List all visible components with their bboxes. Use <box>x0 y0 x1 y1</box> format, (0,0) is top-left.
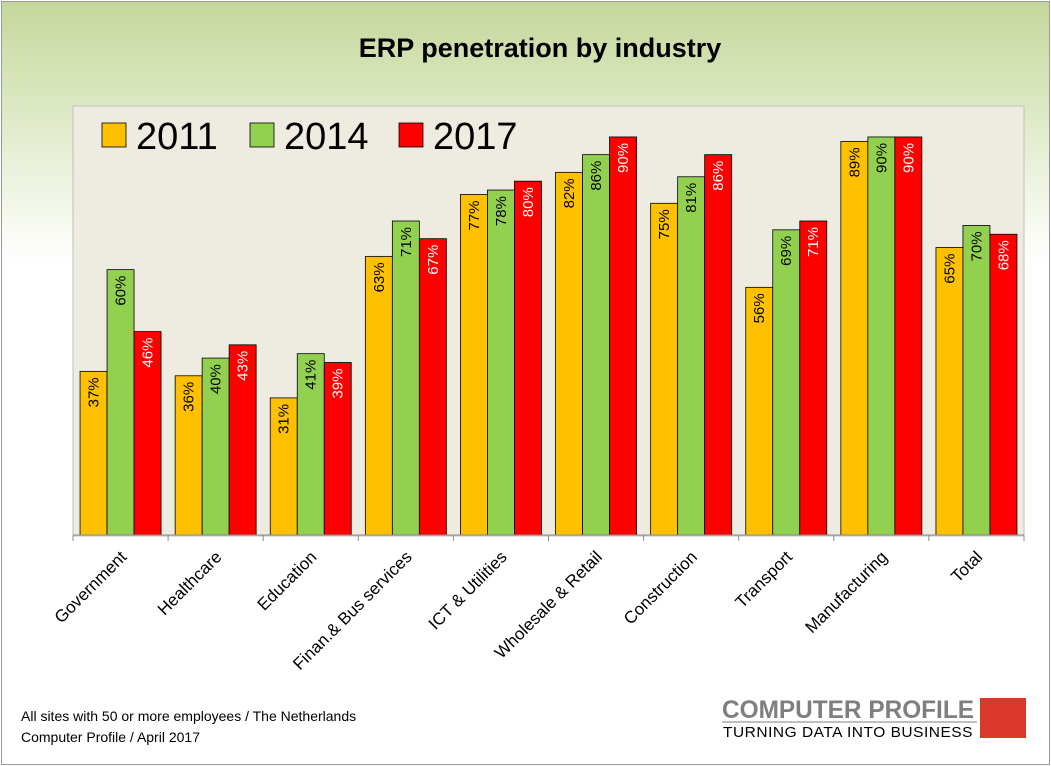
data-label-2017-5: 90% <box>615 143 632 173</box>
data-label-2011-8: 89% <box>846 147 863 177</box>
legend-label-2014: 2014 <box>284 116 369 158</box>
data-label-2014-2: 41% <box>303 360 320 390</box>
category-label-1: Healthcare <box>154 547 226 619</box>
bar-2011-0 <box>79 370 108 536</box>
bar-2014-9 <box>962 225 991 536</box>
data-label-2011-6: 75% <box>656 209 673 239</box>
data-label-2011-3: 63% <box>371 262 388 292</box>
data-label-2017-7: 71% <box>805 227 822 257</box>
bars-layer <box>79 136 1018 536</box>
logo-tagline: TURNING DATA INTO BUSINESS <box>723 724 973 741</box>
x-axis-ticks <box>72 535 1025 541</box>
company-logo: COMPUTER PROFILE TURNING DATA INTO BUSIN… <box>722 696 1026 741</box>
data-label-2011-5: 82% <box>561 178 578 208</box>
source-line-2: Computer Profile / April 2017 <box>21 729 200 745</box>
bar-2017-5 <box>609 136 637 536</box>
bar-2014-1 <box>201 357 230 536</box>
source-line-1: All sites with 50 or more employees / Th… <box>21 708 356 724</box>
category-label-4: ICT & Utilities <box>425 547 511 633</box>
bar-2011-4 <box>460 194 488 536</box>
data-label-2017-3: 67% <box>425 245 442 275</box>
bar-2017-6 <box>704 154 733 536</box>
logo-square <box>980 698 1026 738</box>
category-label-5: Wholesale & Retail <box>491 547 606 662</box>
category-label-6: Construction <box>620 547 701 628</box>
data-label-2014-6: 81% <box>683 183 700 213</box>
category-label-7: Transport <box>732 547 797 612</box>
legend-swatch-2011 <box>101 122 127 148</box>
bar-2017-9 <box>989 233 1018 536</box>
bar-2014-5 <box>582 154 610 536</box>
bar-2014-4 <box>487 189 515 536</box>
legend-label-2017: 2017 <box>433 116 518 158</box>
bar-2017-0 <box>133 331 162 536</box>
bar-2011-2 <box>269 397 298 536</box>
bar-2014-0 <box>106 269 135 536</box>
bar-2011-5 <box>555 171 583 536</box>
data-label-2014-9: 70% <box>968 231 985 261</box>
data-label-2017-0: 46% <box>140 338 157 368</box>
data-label-2017-1: 43% <box>235 351 252 381</box>
data-label-2017-6: 86% <box>710 161 727 191</box>
data-label-2017-8: 90% <box>900 143 917 173</box>
data-label-2014-1: 40% <box>208 364 225 394</box>
legend-label-2011: 2011 <box>136 116 218 158</box>
legend-swatch-2014 <box>249 122 275 148</box>
category-label-8: Manufacturing <box>802 547 892 637</box>
legend-swatch-2017 <box>398 122 424 148</box>
data-label-2017-4: 80% <box>520 187 537 217</box>
bar-2017-8 <box>894 136 923 536</box>
bar-2014-8 <box>867 136 896 536</box>
bar-2017-7 <box>799 220 828 536</box>
bar-2011-8 <box>840 140 869 536</box>
data-label-2014-3: 71% <box>398 227 415 257</box>
data-label-2014-0: 60% <box>113 276 130 306</box>
data-label-2014-8: 90% <box>873 143 890 173</box>
bar-2014-6 <box>677 176 706 536</box>
data-label-2014-7: 69% <box>778 236 795 266</box>
bar-2011-3 <box>364 255 393 536</box>
bar-2014-3 <box>391 220 420 536</box>
bar-2014-7 <box>772 229 801 536</box>
data-label-2011-0: 37% <box>86 377 103 407</box>
data-label-2011-2: 31% <box>276 404 293 434</box>
data-label-2011-9: 65% <box>941 254 958 284</box>
data-label-2011-1: 36% <box>181 382 198 412</box>
category-label-2: Education <box>254 547 321 614</box>
data-label-2011-7: 56% <box>751 293 768 323</box>
bar-2017-3 <box>418 238 447 536</box>
bar-2011-6 <box>650 202 679 536</box>
data-labels-layer: 37% 60% 46% 36% 40% 43% 31% 41% 39% 63% 71% 67% 77% 7… <box>86 143 1013 434</box>
bar-2011-7 <box>745 286 774 536</box>
chart-title: ERP penetration by industry <box>359 33 722 63</box>
data-label-2017-2: 39% <box>330 369 347 399</box>
legend: 2011 2014 2017 <box>101 116 518 158</box>
logo-name: COMPUTER PROFILE <box>722 696 974 724</box>
category-label-0: Government <box>51 547 131 627</box>
bar-2011-9 <box>935 247 964 536</box>
bar-2017-2 <box>323 362 352 536</box>
data-label-2014-4: 78% <box>493 196 510 226</box>
data-label-2014-5: 86% <box>588 161 605 191</box>
data-label-2017-9: 68% <box>995 240 1012 270</box>
category-label-9: Total <box>947 547 986 586</box>
bar-2017-4 <box>514 180 542 536</box>
data-label-2011-4: 77% <box>466 200 483 230</box>
